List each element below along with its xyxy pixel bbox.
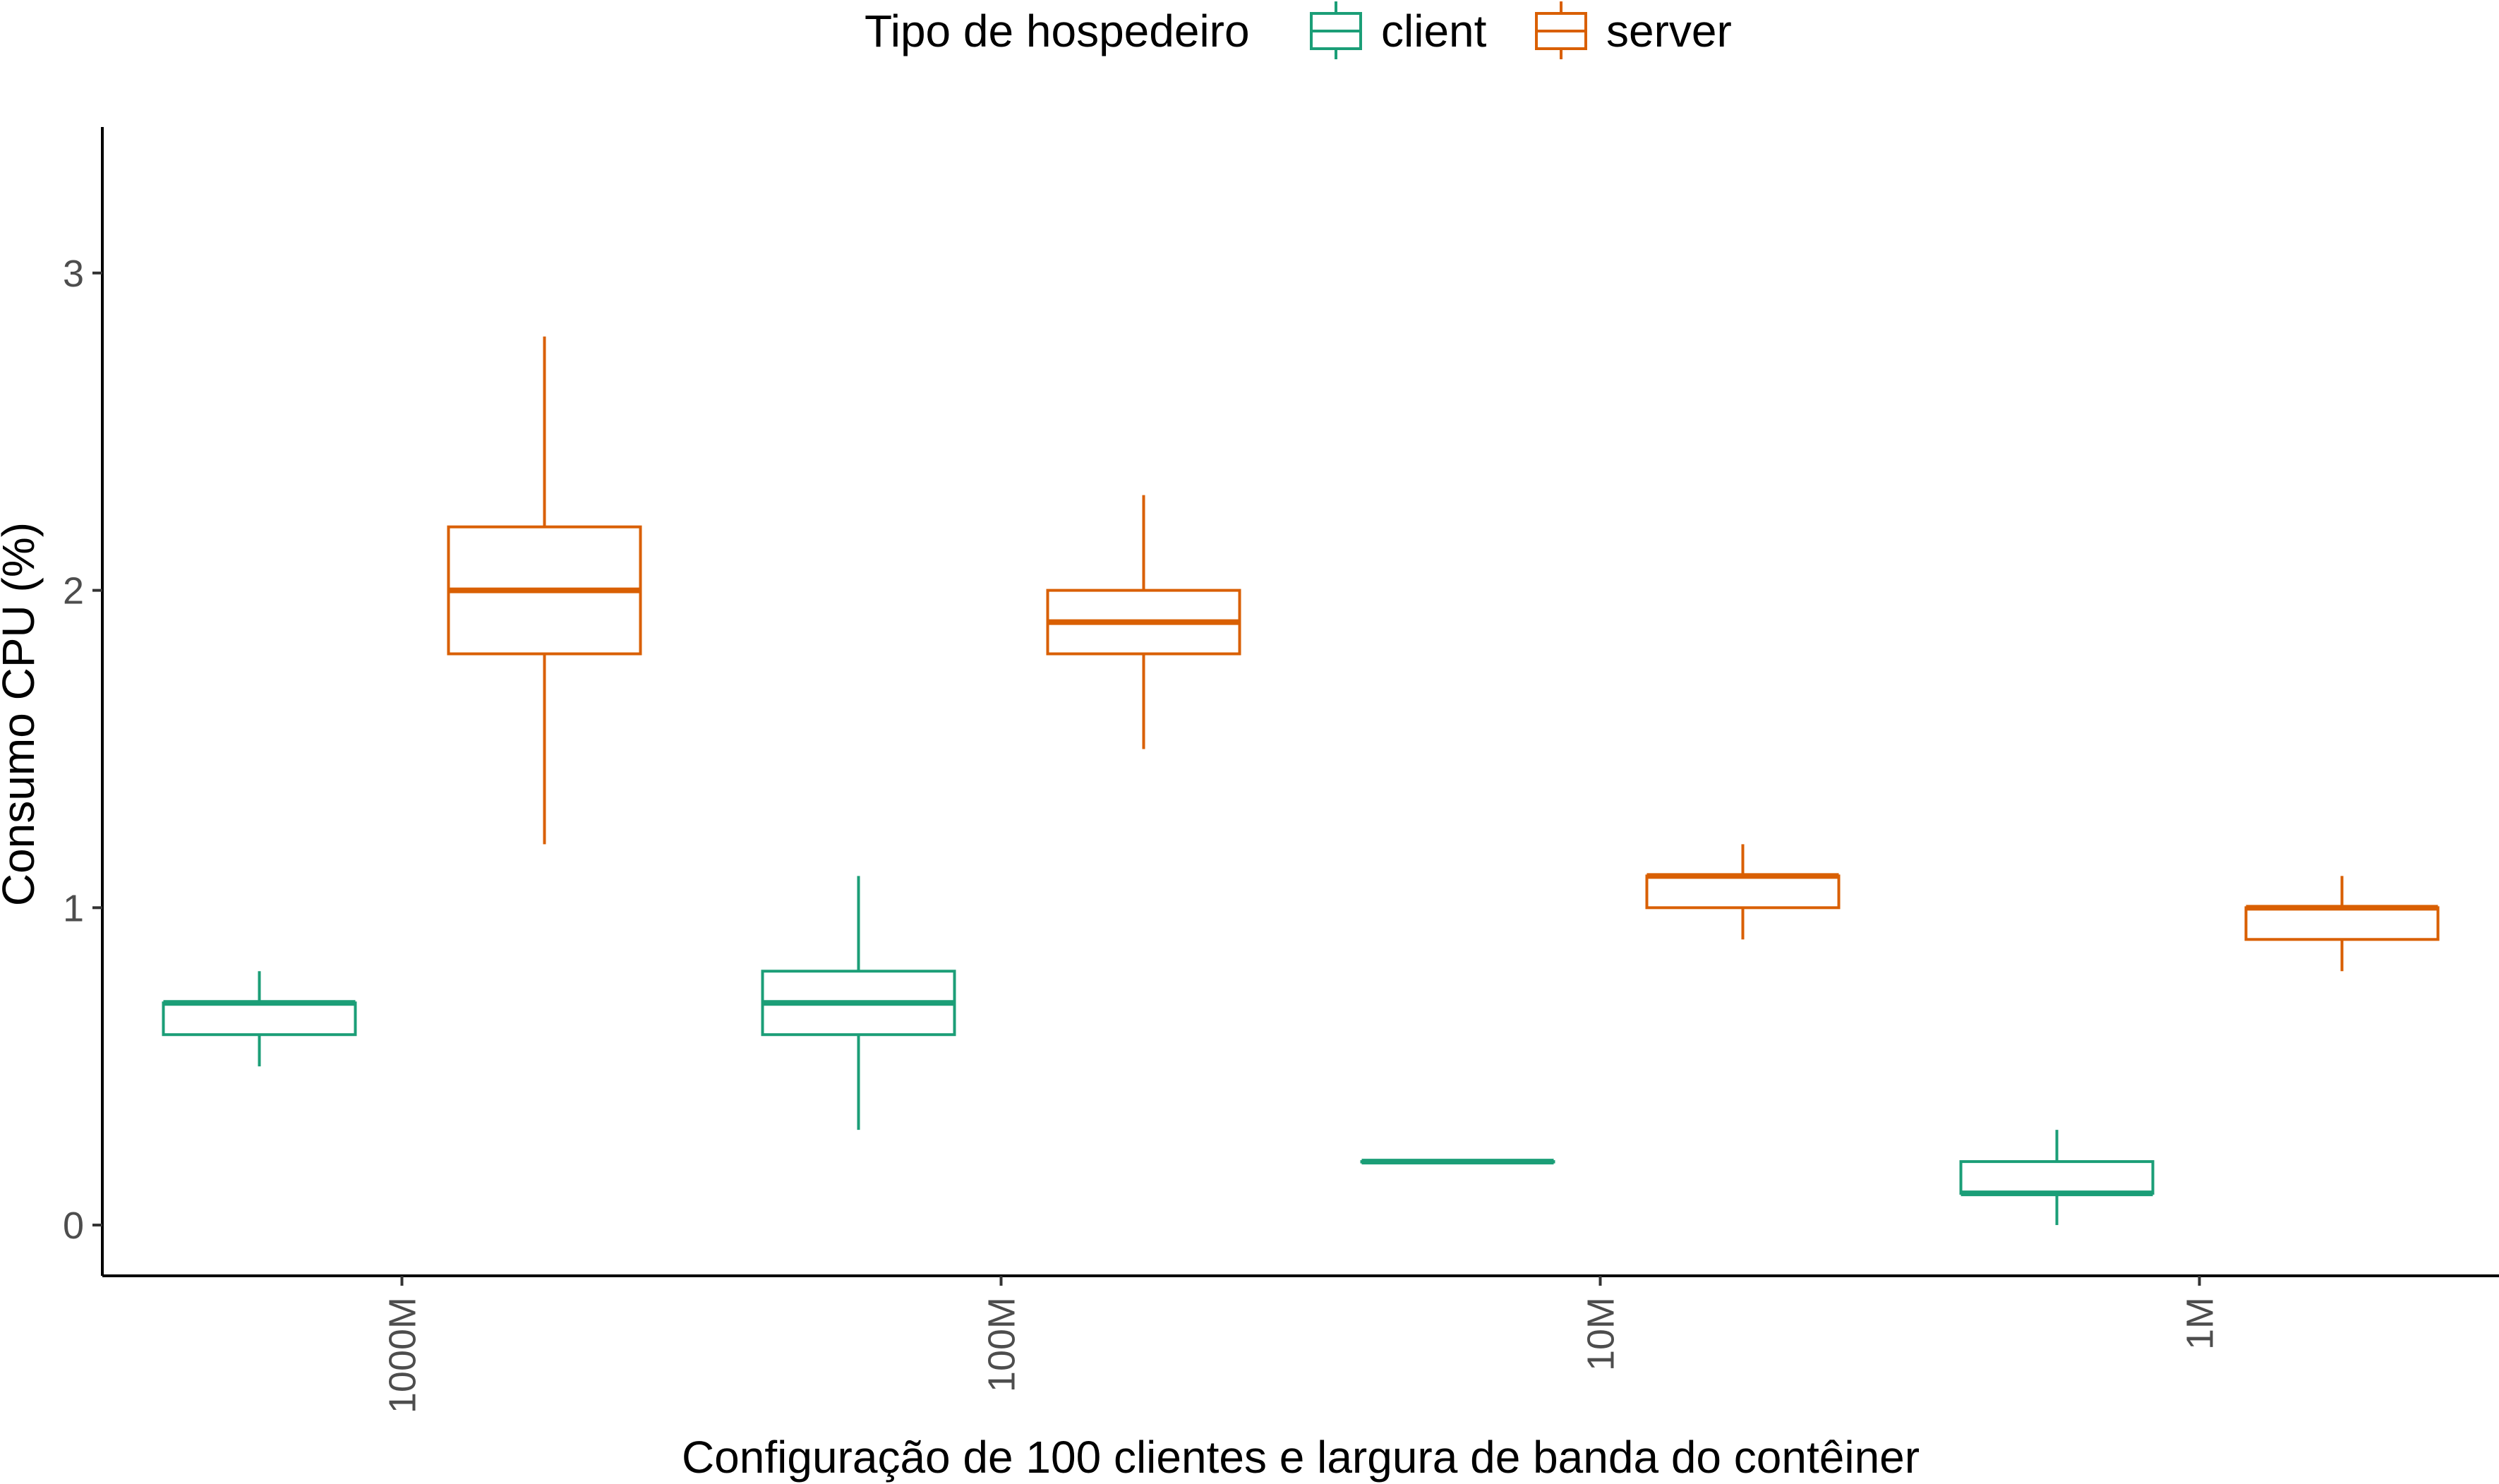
y-tick-label: 2	[63, 570, 84, 613]
legend-key-server	[1536, 1, 1586, 59]
plot-area	[164, 337, 2438, 1225]
x-tick-label: 10M	[1580, 1297, 1622, 1371]
y-axis-title: Consumo CPU (%)	[0, 522, 44, 906]
box-client-100M	[763, 876, 955, 1130]
box-iqr	[1961, 1162, 2153, 1193]
box-client-1000M	[164, 971, 356, 1066]
y-axis-ticks: 0 1 2 3	[63, 253, 102, 1247]
legend-label-server: server	[1606, 6, 1732, 56]
y-tick-label: 3	[63, 253, 84, 295]
box-iqr	[164, 1003, 356, 1034]
legend-key-client	[1311, 1, 1361, 59]
legend: Tipo de hospedeiro client server	[865, 1, 1732, 59]
y-tick-label: 0	[63, 1205, 84, 1247]
box-server-100M	[1048, 495, 1240, 749]
box-iqr	[2246, 907, 2438, 939]
box-server-1M	[2246, 876, 2438, 971]
x-axis-title: Configuração de 100 clientes e largura d…	[682, 1432, 1920, 1483]
legend-label-client: client	[1381, 6, 1487, 56]
box-server-10M	[1647, 844, 1839, 939]
y-tick-label: 1	[63, 887, 84, 929]
x-tick-label: 1M	[2179, 1297, 2222, 1350]
x-tick-label: 100M	[981, 1297, 1023, 1392]
legend-title: Tipo de hospedeiro	[865, 6, 1250, 56]
box-client-1M	[1961, 1130, 2153, 1225]
x-tick-label: 1000M	[382, 1297, 424, 1413]
box-server-1000M	[449, 337, 641, 845]
box-iqr	[1647, 876, 1839, 907]
x-axis-ticks: 1000M 100M 10M 1M	[382, 1276, 2222, 1413]
